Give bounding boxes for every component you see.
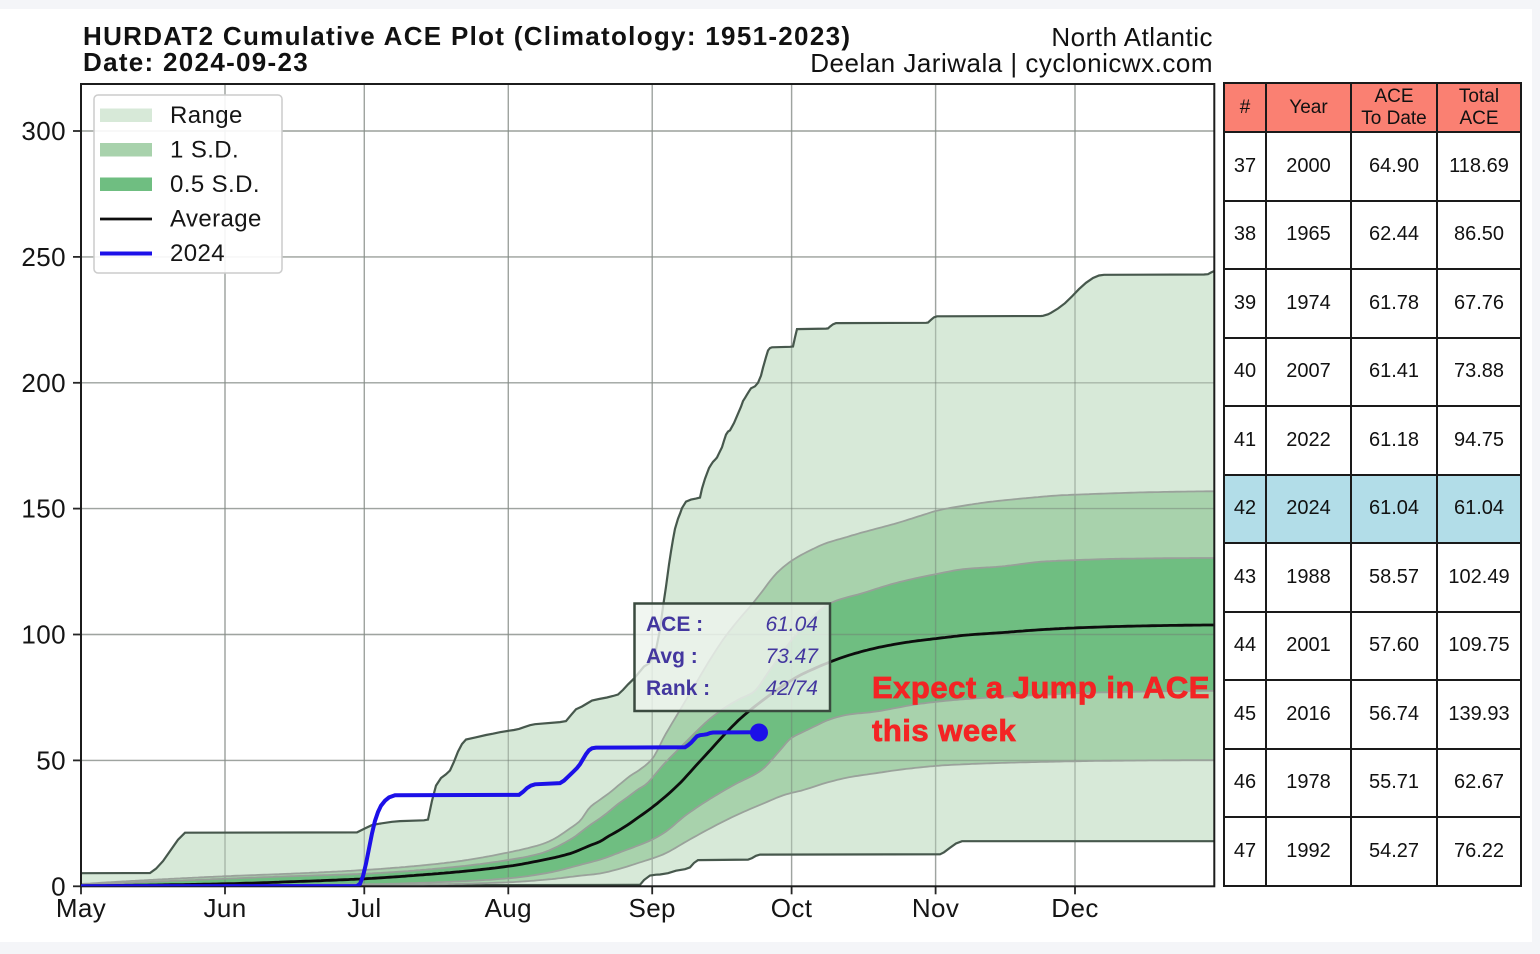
svg-text:200: 200 xyxy=(21,368,66,398)
svg-text:May: May xyxy=(56,893,106,923)
svg-text:Dec: Dec xyxy=(1051,893,1098,923)
svg-text:Nov: Nov xyxy=(912,893,959,923)
svg-text:73.47: 73.47 xyxy=(765,645,819,668)
svg-text:this week: this week xyxy=(872,713,1016,748)
svg-text:Average: Average xyxy=(170,206,262,233)
svg-text:Jul: Jul xyxy=(347,893,381,923)
svg-text:61.04: 61.04 xyxy=(765,613,818,636)
svg-text:300: 300 xyxy=(21,116,66,146)
svg-text:0: 0 xyxy=(51,871,66,901)
svg-text:2024: 2024 xyxy=(170,240,225,267)
svg-text:Aug: Aug xyxy=(485,893,532,923)
svg-text:250: 250 xyxy=(21,242,66,272)
svg-text:Jun: Jun xyxy=(203,893,246,923)
svg-text:Range: Range xyxy=(170,102,243,129)
svg-text:100: 100 xyxy=(21,620,66,650)
svg-text:ACE :: ACE : xyxy=(646,613,703,636)
svg-text:Sep: Sep xyxy=(628,893,675,923)
svg-text:42/74: 42/74 xyxy=(765,677,818,700)
svg-text:Avg :: Avg : xyxy=(646,645,698,668)
svg-text:Expect a Jump in ACE: Expect a Jump in ACE xyxy=(872,670,1210,705)
svg-text:0.5 S.D.: 0.5 S.D. xyxy=(170,171,260,198)
svg-text:1 S.D.: 1 S.D. xyxy=(170,137,239,164)
svg-text:Rank :: Rank : xyxy=(646,677,710,700)
svg-text:Oct: Oct xyxy=(771,893,813,923)
svg-text:150: 150 xyxy=(21,494,66,524)
svg-text:50: 50 xyxy=(36,745,66,775)
